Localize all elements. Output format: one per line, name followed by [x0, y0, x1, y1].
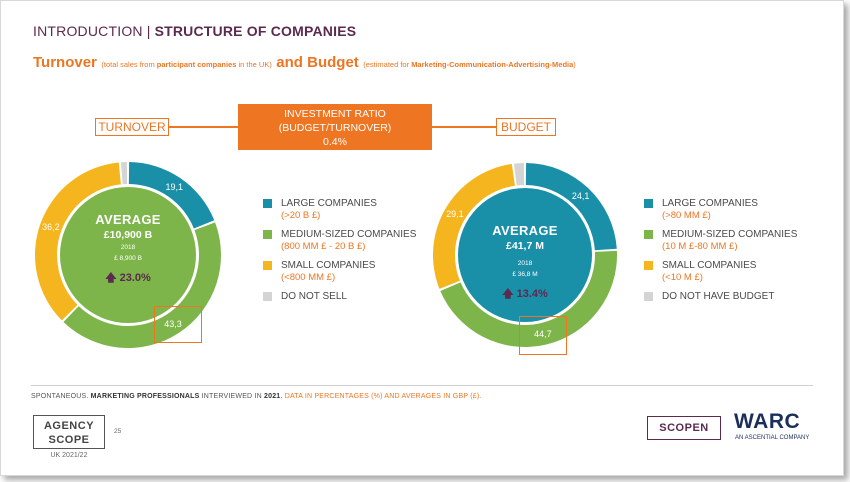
turnover-average-value: £10,900 B [103, 229, 153, 241]
legend-name: SMALL COMPANIES [662, 260, 757, 271]
legend-name: LARGE COMPANIES [662, 198, 758, 209]
scopen-logo: SCOPEN [647, 416, 721, 440]
legend-range: (<10 M £) [662, 272, 703, 283]
header-title: STRUCTURE OF COMPANIES [154, 23, 357, 39]
connector-right [432, 126, 496, 128]
budget-slice-2 [440, 250, 617, 347]
legend-name: MEDIUM-SIZED COMPANIES [281, 229, 417, 240]
budget-prev-value: £ 36,8 M [512, 271, 538, 278]
legend-swatch [263, 292, 272, 301]
legend-swatch [644, 261, 653, 270]
turnover-label: TURNOVER [95, 118, 169, 136]
subtitle: Turnover (total sales from participant c… [33, 54, 576, 72]
turnover-average-title: AVERAGE [95, 212, 161, 227]
legend-swatch [263, 199, 272, 208]
legend-swatch [263, 261, 272, 270]
arrow-up-icon: 🡅 [502, 288, 514, 300]
header-separator: | [146, 23, 151, 39]
budget-prev-year: 2018 [517, 260, 533, 267]
warc-tagline: AN ASCENTIAL COMPANY [735, 435, 810, 441]
legend-range: (<800 MM £) [281, 272, 336, 283]
turnover-slice-3 [34, 162, 121, 321]
turnover-donut-svg [34, 162, 221, 348]
turnover-slice-label-2: 43,3 [164, 318, 182, 329]
budget-donut-svg [433, 163, 617, 347]
legend-name: DO NOT HAVE BUDGET [662, 291, 775, 302]
turnover-prev-value: £ 8,900 B [114, 255, 142, 262]
budget-growth: 🡅 13.4% [502, 288, 548, 300]
connector-left [167, 126, 238, 128]
legend-swatch [644, 199, 653, 208]
footnote: SPONTANEOUS. MARKETING PROFESSIONALS INT… [31, 393, 482, 400]
turnover-donut-chart: AVERAGE £10,900 B 2018 £ 8,900 B 🡅 23.0%… [34, 162, 221, 348]
budget-donut-chart: AVERAGE £41,7 M 2018 £ 36,8 M 🡅 13.4% 24… [433, 163, 617, 347]
turnover-slice-2 [63, 222, 221, 348]
legend-swatch [644, 230, 653, 239]
legend-name: LARGE COMPANIES [281, 198, 377, 209]
page-number: 25 [114, 428, 122, 435]
legend-swatch [263, 230, 272, 239]
agency-scope-edition: UK 2021/22 [50, 452, 88, 459]
ratio-line1: INVESTMENT RATIO [284, 108, 386, 120]
budget-center-disc [458, 188, 592, 322]
turnover-prev-year: 2018 [120, 244, 136, 251]
budget-label: BUDGET [496, 118, 556, 136]
legend-swatch [644, 292, 653, 301]
budget-slice-3 [433, 163, 515, 289]
turnover-center: AVERAGE £10,900 B 2018 £ 8,900 B 🡅 23.0% [68, 212, 188, 288]
subtitle-turnover: Turnover [33, 54, 97, 71]
legend-range: (>20 B £) [281, 210, 321, 221]
header-intro: INTRODUCTION [33, 23, 143, 39]
budget-average-title: AVERAGE [492, 223, 558, 238]
budget-slice-4 [513, 163, 525, 186]
subtitle-turnover-note: (total sales from participant companies … [101, 60, 272, 69]
legend-range: (800 MM £ - 20 B £) [281, 241, 366, 252]
arrow-up-icon: 🡅 [105, 272, 117, 284]
budget-center: AVERAGE £41,7 M 2018 £ 36,8 M 🡅 13.4% [465, 223, 585, 304]
budget-highlight-box [519, 316, 567, 355]
page-header: INTRODUCTION | STRUCTURE OF COMPANIES [33, 23, 356, 39]
turnover-slice-label-1: 19,1 [165, 182, 184, 193]
budget-slice-label-1: 24,1 [571, 191, 590, 202]
budget-slice-label-2: 44,7 [534, 328, 552, 339]
subtitle-budget-note: (estimated for Marketing-Communication-A… [363, 60, 576, 69]
legend-name: DO NOT SELL [281, 291, 347, 302]
budget-average-value: £41,7 M [506, 240, 544, 252]
footer-divider [31, 385, 813, 386]
legend-range: (>80 MM £) [662, 210, 711, 221]
turnover-center-disc [60, 187, 196, 323]
turnover-slice-4 [120, 162, 128, 185]
warc-logo: WARC [734, 410, 801, 433]
turnover-slice-1 [128, 162, 215, 229]
legend-range: (10 M £-80 MM £) [662, 241, 738, 252]
ratio-line2: (BUDGET/TURNOVER) [278, 122, 392, 134]
turnover-growth: 🡅 23.0% [105, 272, 151, 284]
subtitle-budget: and Budget [276, 54, 359, 71]
ratio-value: 0.4% [323, 136, 347, 148]
legend-name: MEDIUM-SIZED COMPANIES [662, 229, 798, 240]
budget-slice-1 [525, 163, 617, 251]
turnover-slice-label-3: 36,2 [42, 222, 60, 233]
turnover-highlight-box [154, 306, 202, 343]
agency-scope-logo: AGENCY SCOPE [33, 415, 105, 449]
legend-name: SMALL COMPANIES [281, 260, 376, 271]
budget-slice-label-3: 29,1 [446, 209, 464, 220]
investment-ratio-box: INVESTMENT RATIO (BUDGET/TURNOVER) 0.4% [238, 104, 432, 150]
